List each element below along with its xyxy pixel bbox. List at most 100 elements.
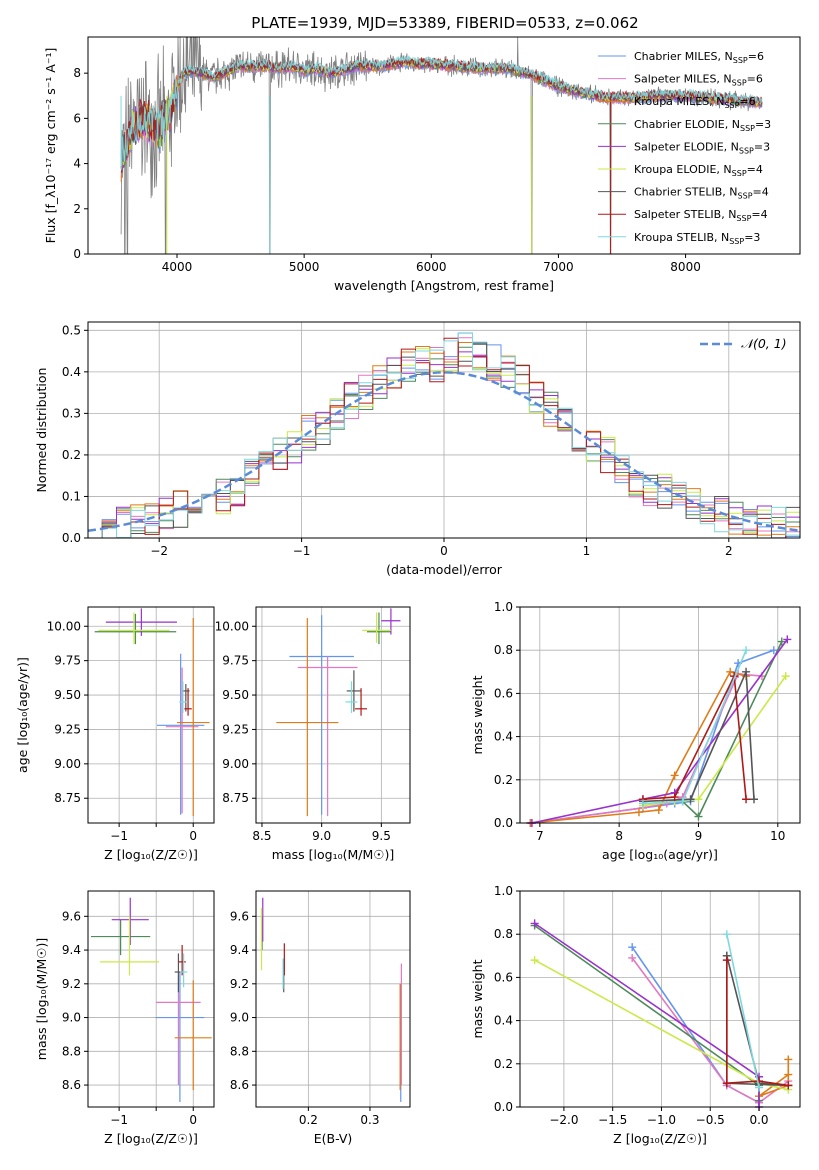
mass-weight-marker (769, 646, 778, 655)
y-axis-label: Flux [f_λ10⁻¹⁷ erg cm⁻² s⁻¹ A⁻¹] (43, 48, 58, 244)
y-tick-label: 9.25 (222, 722, 249, 736)
mass-weight-marker (749, 795, 758, 804)
x-tick-label: 1 (583, 544, 591, 558)
y-tick-label: 8.75 (222, 791, 249, 805)
mass-weight-marker (783, 635, 792, 644)
x-tick-label: 9.0 (312, 829, 331, 843)
legend-label: Chabrier ELODIE, NSSP=3 (634, 118, 771, 133)
y-tick-label: 1.0 (494, 884, 513, 898)
mass-weight-marker (722, 1079, 731, 1088)
y-tick-label: 8.6 (230, 1078, 249, 1092)
legend-label: Salpeter ELODIE, NSSP=3 (634, 140, 770, 155)
y-tick-label: 0.4 (494, 1014, 513, 1028)
y-tick-label: 0.4 (494, 730, 513, 744)
x-tick-label: 0 (440, 544, 448, 558)
axes-frame (87, 606, 215, 824)
x-axis-label: mass [log₁₀(M/M☉)] (272, 847, 394, 862)
y-tick-label: 9.2 (62, 977, 81, 991)
y-axis-label: mass weight (470, 959, 485, 1038)
x-tick-label: −1 (110, 1113, 128, 1127)
residual-histogram-panel: −2 −1 0 1 2 0.0 0.1 0.2 0.3 0.4 0.5 (data-model)/er… (34, 321, 801, 577)
x-axis-label: wavelength [Angstrom, rest frame] (334, 278, 554, 293)
metallicity-mass-weight-panel: −2.0 −1.5 −1.0 −0.5 0.0 0.0 0.2 0.4 0.6 0.8 1.0 Z [… (470, 884, 801, 1146)
x-tick-label: −1 (110, 829, 128, 843)
y-tick-label: 0.8 (494, 643, 513, 657)
y-tick-label: 1.0 (494, 600, 513, 614)
mass-weight-marker (530, 919, 539, 928)
model-spectrum-line (120, 55, 763, 173)
x-axis-label: Z [log₁₀(Z/Z☉)] (104, 1131, 198, 1146)
mass-weight-marker (722, 930, 731, 939)
x-tick-label: 8.5 (252, 829, 271, 843)
x-tick-label: 0 (189, 829, 197, 843)
x-tick-label: 0.0 (749, 1113, 768, 1127)
mass-weight-marker (781, 672, 790, 681)
mass-weight-marker (755, 1083, 764, 1092)
x-axis-label: (data-model)/error (386, 562, 503, 577)
mass-weight-line (534, 924, 760, 1101)
legend-label: Kroupa MILES, NSSP=6 (634, 95, 756, 110)
extinction-mass-panel: 0.2 0.3 8.6 8.8 9.0 9.2 9.4 9.6 E(B-V) (230, 890, 411, 1146)
y-tick-label: 8.8 (230, 1044, 249, 1058)
mass-weight-line (725, 960, 789, 1087)
legend-label: Salpeter STELIB, NSSP=4 (634, 208, 768, 223)
legend-label: Kroupa ELODIE, NSSP=4 (634, 163, 763, 178)
y-tick-label: 6 (73, 111, 81, 125)
y-tick-label: 9.2 (230, 977, 249, 991)
axes-frame (87, 36, 801, 255)
x-axis-label: age [log₁₀(age/yr)] (602, 847, 718, 862)
y-tick-label: 4 (73, 157, 81, 171)
y-tick-label: 0.4 (62, 365, 81, 379)
mass-weight-marker (628, 943, 637, 952)
mass-weight-line (642, 673, 747, 800)
x-tick-label: 8000 (670, 260, 701, 274)
mass-weight-marker (530, 956, 539, 965)
y-tick-label: 0.0 (494, 816, 513, 830)
y-tick-label: 8.75 (54, 791, 81, 805)
y-tick-label: 9.6 (230, 909, 249, 923)
y-tick-label: 10.00 (215, 619, 249, 633)
y-tick-label: 0.2 (494, 1057, 513, 1071)
y-tick-label: 9.6 (62, 909, 81, 923)
y-tick-label: 9.00 (54, 757, 81, 771)
spectrum-plot-area (120, 37, 763, 254)
y-tick-label: 9.0 (230, 1011, 249, 1025)
x-tick-label: 0 (189, 1113, 197, 1127)
y-tick-label: 8.8 (62, 1044, 81, 1058)
mass-weight-marker (694, 795, 703, 804)
mass-weight-marker (722, 956, 731, 965)
figure-title: PLATE=1939, MJD=53389, FIBERID=0533, z=0… (251, 14, 638, 32)
y-tick-label: 0.2 (62, 448, 81, 462)
x-tick-label: 5000 (289, 260, 320, 274)
mass-weight-line (530, 670, 747, 824)
x-axis-label: Z [log₁₀(Z/Z☉)] (104, 847, 198, 862)
x-tick-label: −0.5 (696, 1113, 725, 1127)
y-tick-label: 9.4 (230, 943, 249, 957)
x-tick-label: 0.3 (360, 1113, 379, 1127)
mass-weight-line (531, 638, 788, 824)
x-tick-label: −2 (150, 544, 168, 558)
y-tick-label: 0.0 (494, 1100, 513, 1114)
axes-frame (87, 890, 215, 1108)
x-tick-label: 7 (536, 829, 544, 843)
axes-frame (255, 890, 411, 1108)
legend-label: Chabrier STELIB, NSSP=4 (634, 186, 769, 201)
y-tick-label: 0.6 (494, 970, 513, 984)
y-tick-label: 9.0 (62, 1011, 81, 1025)
y-tick-label: 9.50 (54, 688, 81, 702)
x-axis-label: Z [log₁₀(Z/Z☉)] (613, 1131, 707, 1146)
x-tick-label: −1.0 (647, 1113, 676, 1127)
legend-label: 𝒩(0, 1) (741, 336, 787, 351)
y-tick-label: 9.75 (54, 654, 81, 668)
y-tick-label: 0.8 (494, 927, 513, 941)
y-tick-label: 10.00 (47, 619, 81, 633)
x-tick-label: 8 (615, 829, 623, 843)
mass-weight-marker (654, 806, 663, 815)
legend-label: Kroupa STELIB, NSSP=3 (634, 231, 760, 246)
y-tick-label: 9.00 (222, 757, 249, 771)
x-tick-label: −1.5 (598, 1113, 627, 1127)
mass-weight-marker (638, 799, 647, 808)
y-tick-label: 0.5 (62, 323, 81, 337)
y-tick-label: 0.1 (62, 489, 81, 503)
